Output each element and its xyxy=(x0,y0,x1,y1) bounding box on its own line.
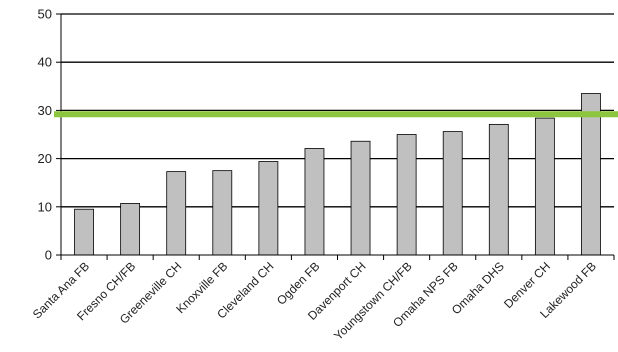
bars xyxy=(74,93,601,256)
y-tick-label-10: 10 xyxy=(38,199,52,214)
y-tick-label-20: 20 xyxy=(38,151,52,166)
y-tick-label-40: 40 xyxy=(38,55,52,70)
bar-11 xyxy=(581,93,601,256)
bar-10 xyxy=(534,117,555,256)
x-tick-label-7: Youngstown CH/FB xyxy=(331,259,415,343)
gridlines xyxy=(61,13,614,208)
bar-8 xyxy=(442,131,463,256)
bar-0 xyxy=(74,208,94,256)
bar-2 xyxy=(166,171,187,256)
bar-4 xyxy=(258,161,279,256)
y-tick-label-0: 0 xyxy=(45,248,52,263)
bar-9 xyxy=(488,123,509,256)
y-tick-labels: 0 10 20 30 40 50 xyxy=(38,7,52,263)
x-tick-label-5: Ogden FB xyxy=(274,259,323,308)
bar-3 xyxy=(212,170,233,256)
bar-6 xyxy=(350,140,371,256)
axes xyxy=(56,13,615,260)
bar-7 xyxy=(396,134,417,256)
bar-5 xyxy=(304,148,325,256)
y-tick-label-50: 50 xyxy=(38,7,52,22)
y-tick-label-30: 30 xyxy=(38,103,52,118)
bar-1 xyxy=(120,203,141,256)
